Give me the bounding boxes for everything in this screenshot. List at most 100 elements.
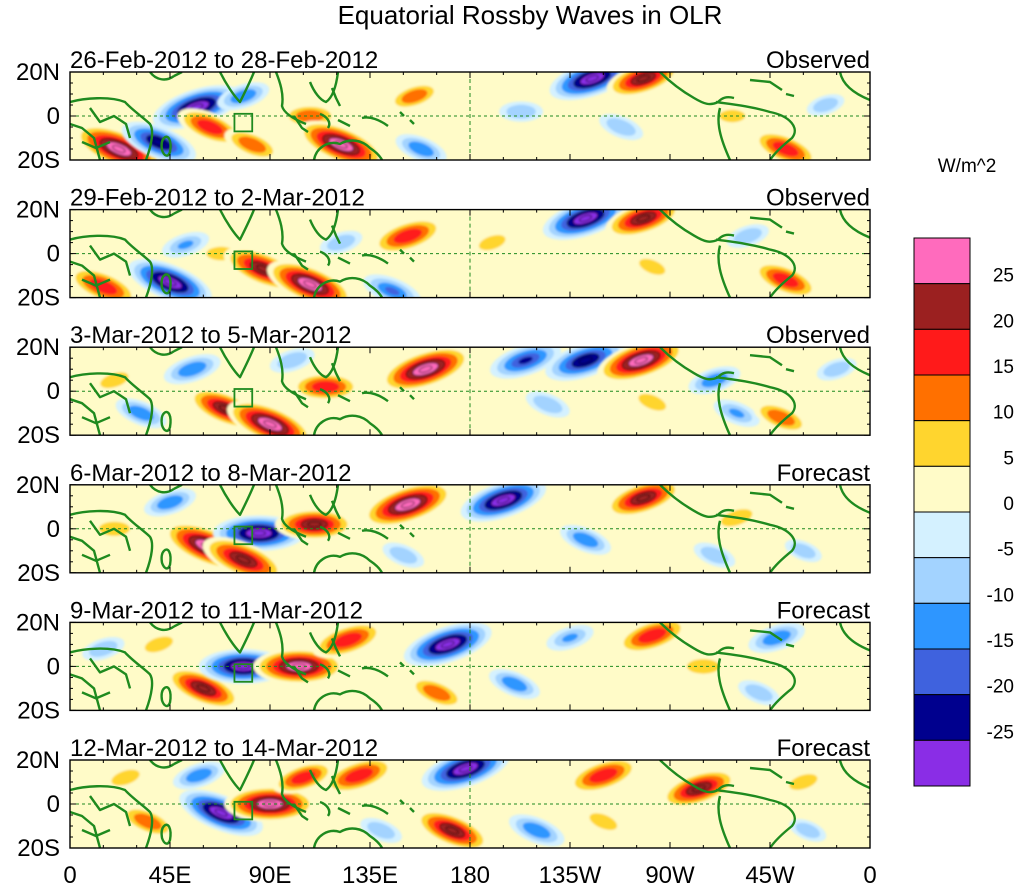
panel-type: Observed: [766, 47, 870, 74]
lat-label: 20N: [16, 609, 60, 636]
panel-date-range: 3-Mar-2012 to 5-Mar-2012: [70, 322, 351, 349]
anomaly-contour: [838, 249, 857, 259]
anomaly-contour: [740, 232, 755, 240]
panel-type: Observed: [766, 185, 870, 212]
anomaly-contour: [579, 536, 592, 544]
anomaly-contour: [496, 496, 510, 504]
anomaly-contour: [707, 551, 722, 560]
anomaly-contour: [251, 530, 266, 537]
lon-label: 135W: [539, 862, 602, 889]
colorbar-tick-label: 15: [993, 357, 1014, 378]
anomaly-contour: [318, 383, 333, 390]
colorbar-tick-label: 20: [993, 311, 1014, 332]
anomaly-contour: [441, 640, 455, 648]
anomaly-contour: [118, 773, 133, 782]
anomaly-contour: [284, 356, 300, 365]
lat-label: 20N: [16, 197, 60, 224]
panel-date-range: 29-Feb-2012 to 2-Mar-2012: [70, 185, 365, 212]
panel-type: Forecast: [777, 735, 871, 762]
anomaly-contour: [400, 232, 415, 240]
lon-label: 45E: [149, 862, 192, 889]
anomaly-contour: [562, 633, 578, 643]
olr-field: [70, 72, 870, 160]
colorbar-tick-label: 10: [993, 403, 1014, 424]
lat-label: 0: [47, 653, 60, 680]
anomaly-contour: [384, 286, 400, 296]
panel-date-range: 6-Mar-2012 to 8-Mar-2012: [70, 460, 351, 487]
anomaly-contour: [445, 826, 459, 835]
lon-label: 135E: [342, 862, 398, 889]
anomaly-contour: [429, 688, 444, 697]
panel-type: Forecast: [777, 597, 871, 624]
anomaly-contour: [151, 640, 166, 649]
reference-box: [233, 112, 254, 133]
anomaly-contour: [107, 376, 122, 385]
lat-label: 20S: [17, 835, 60, 862]
colorbar-swatch: [913, 648, 971, 696]
lat-label: 0: [47, 378, 60, 405]
colorbar-swatch: [913, 602, 971, 650]
anomaly-contour: [613, 122, 629, 132]
olr-field: [70, 209, 870, 298]
olr-field: [70, 622, 870, 711]
anomaly-contour: [407, 92, 421, 100]
lat-label: 0: [47, 241, 60, 268]
lat-label: 0: [47, 791, 60, 818]
anomaly-contour: [185, 365, 200, 373]
colorbar-tick-label: -25: [987, 722, 1014, 743]
anomaly-contour: [695, 662, 712, 671]
colorbar-swatch: [913, 283, 971, 330]
anomaly-contour: [177, 240, 194, 250]
lon-label: 90E: [249, 862, 292, 889]
figure-title: Equatorial Rossby Waves in OLR: [338, 0, 723, 30]
anomaly-contour: [578, 356, 593, 365]
anomaly-contour: [192, 771, 206, 779]
reference-box: [233, 250, 254, 270]
anomaly-contour: [263, 420, 277, 428]
lat-label: 20N: [16, 59, 60, 86]
panel-type: Forecast: [777, 460, 871, 487]
colorbar-tick-label: -5: [997, 540, 1014, 561]
anomaly-contour: [134, 409, 148, 417]
anomaly-contour: [303, 280, 317, 289]
lat-label: 20N: [16, 472, 60, 499]
lat-label: 20S: [17, 560, 60, 587]
anomaly-contour: [596, 771, 611, 780]
olr-field: [70, 760, 870, 848]
lat-label: 0: [47, 103, 60, 130]
colorbar-swatch: [913, 557, 971, 604]
anomaly-contour: [529, 826, 544, 835]
anomaly-contour: [518, 356, 533, 365]
anomaly-contour: [112, 145, 126, 153]
colorbar-swatch: [913, 237, 971, 285]
anomaly-contour: [458, 765, 473, 773]
lon-label: 0: [863, 862, 876, 889]
lon-label: 180: [450, 862, 490, 889]
panel: 6-Mar-2012 to 8-Mar-2012 Forecast 20N 0 20S: [16, 460, 871, 587]
colorbar-swatch: [913, 465, 971, 513]
anomaly-contour: [797, 547, 810, 555]
colorbar-tick-label: 0: [1003, 494, 1014, 515]
lat-label: 20S: [17, 697, 60, 724]
anomaly-contour: [203, 123, 217, 131]
panel-date-range: 9-Mar-2012 to 11-Mar-2012: [70, 597, 363, 624]
colorbar-swatch: [913, 511, 971, 559]
anomaly-contour: [245, 140, 260, 149]
lat-label: 20S: [17, 422, 60, 449]
anomaly-contour: [579, 214, 593, 222]
anomaly-contour: [414, 145, 428, 153]
anomaly-contour: [340, 636, 355, 644]
colorbar-swatch: [913, 694, 971, 741]
anomaly-contour: [508, 680, 521, 688]
anomaly-contour: [374, 826, 389, 835]
anomaly-contour: [214, 809, 228, 817]
anomaly-contour: [585, 75, 599, 83]
anomaly-contour: [801, 826, 814, 835]
anomaly-contour: [636, 494, 651, 502]
colorbar-tick-label: -10: [987, 585, 1014, 606]
anomaly-contour: [236, 555, 251, 564]
colorbar-units: W/m^2: [938, 156, 997, 177]
panel: 3-Mar-2012 to 5-Mar-2012 Observed 20N 0 20S: [16, 322, 871, 449]
panel: 12-Mar-2012 to 14-Mar-2012 Forecast 20N 0 20…: [16, 735, 871, 862]
